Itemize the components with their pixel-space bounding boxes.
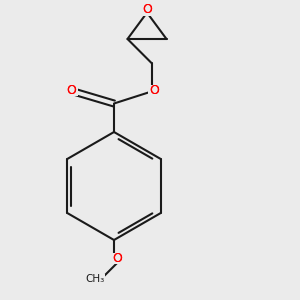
Text: O: O [150,83,159,97]
Text: O: O [142,3,152,16]
Text: O: O [66,83,76,97]
Text: O: O [150,83,159,97]
Text: O: O [112,251,122,265]
FancyBboxPatch shape [84,274,105,286]
Text: O: O [66,83,76,97]
FancyBboxPatch shape [140,4,154,16]
Text: O: O [112,251,122,265]
FancyBboxPatch shape [64,85,78,96]
FancyBboxPatch shape [148,85,161,96]
Text: O: O [142,3,152,16]
FancyBboxPatch shape [110,253,124,264]
Text: CH₃: CH₃ [85,274,104,284]
